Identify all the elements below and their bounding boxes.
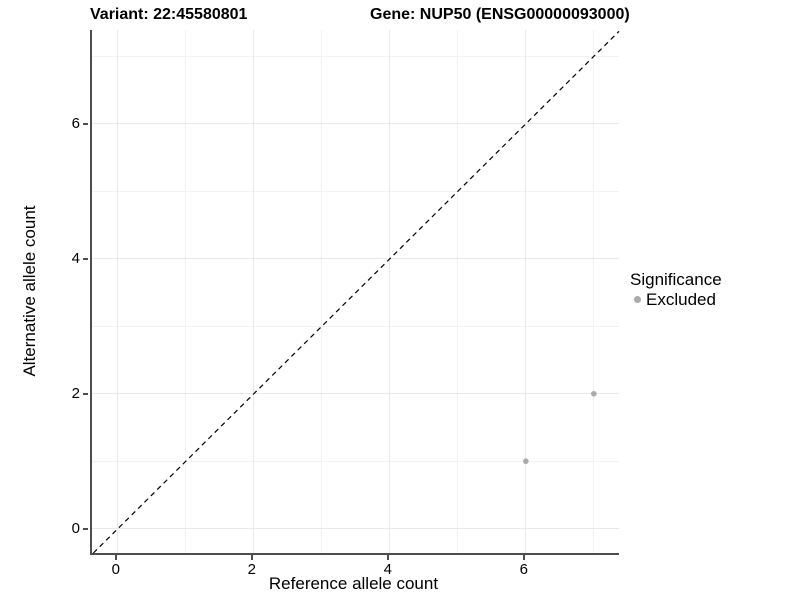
plot-title-variant: Variant: 22:45580801 — [90, 6, 248, 23]
gridline-horizontal-minor — [92, 325, 619, 327]
y-tick-mark — [83, 257, 88, 260]
gridline-horizontal-minor — [92, 55, 619, 57]
gridline-vertical-major — [117, 30, 119, 553]
y-tick-mark — [83, 392, 88, 395]
legend-item-excluded: Excluded — [630, 290, 722, 309]
gridline-vertical-minor — [593, 30, 595, 553]
x-tick-label: 2 — [247, 561, 256, 578]
gridline-vertical-major — [525, 30, 527, 553]
y-tick-mark — [83, 122, 88, 125]
y-tick-label: 0 — [71, 519, 80, 537]
y-tick-label: 6 — [71, 114, 80, 132]
gridline-horizontal-minor — [92, 190, 619, 192]
y-axis-title: Alternative allele count — [20, 205, 39, 377]
plot-canvas — [92, 30, 620, 554]
legend-point-icon — [634, 296, 641, 303]
plot-title-gene: Gene: NUP50 (ENSG00000093000) — [370, 6, 630, 23]
identity-reference-line — [92, 30, 620, 554]
x-axis-title: Reference allele count — [268, 574, 439, 593]
gridline-horizontal-major — [92, 123, 619, 125]
x-tick-label: 4 — [383, 561, 392, 578]
gridline-vertical-minor — [321, 30, 323, 553]
gridline-horizontal-major — [92, 393, 619, 395]
y-tick-label: 4 — [71, 249, 80, 267]
x-tick-mark — [522, 555, 525, 560]
x-tick-label: 0 — [111, 561, 120, 578]
x-tick-mark — [114, 555, 117, 560]
gridline-horizontal-major — [92, 258, 619, 260]
data-point-excluded — [591, 390, 597, 397]
y-tick-mark — [83, 527, 88, 530]
plot-panel — [90, 30, 620, 555]
gridline-horizontal-major — [92, 528, 619, 530]
gridline-vertical-major — [389, 30, 391, 553]
x-tick-label: 6 — [519, 561, 528, 578]
x-tick-mark — [386, 555, 389, 560]
legend-item-label: Excluded — [646, 290, 716, 309]
gridline-horizontal-minor — [92, 460, 619, 462]
gridline-vertical-minor — [457, 30, 459, 553]
x-tick-mark — [250, 555, 253, 560]
data-point-excluded — [523, 458, 529, 465]
legend-title: Significance — [630, 270, 722, 289]
gridline-vertical-minor — [185, 30, 187, 553]
legend: Significance Excluded — [630, 269, 722, 309]
y-tick-label: 2 — [71, 384, 80, 402]
gridline-vertical-major — [253, 30, 255, 553]
